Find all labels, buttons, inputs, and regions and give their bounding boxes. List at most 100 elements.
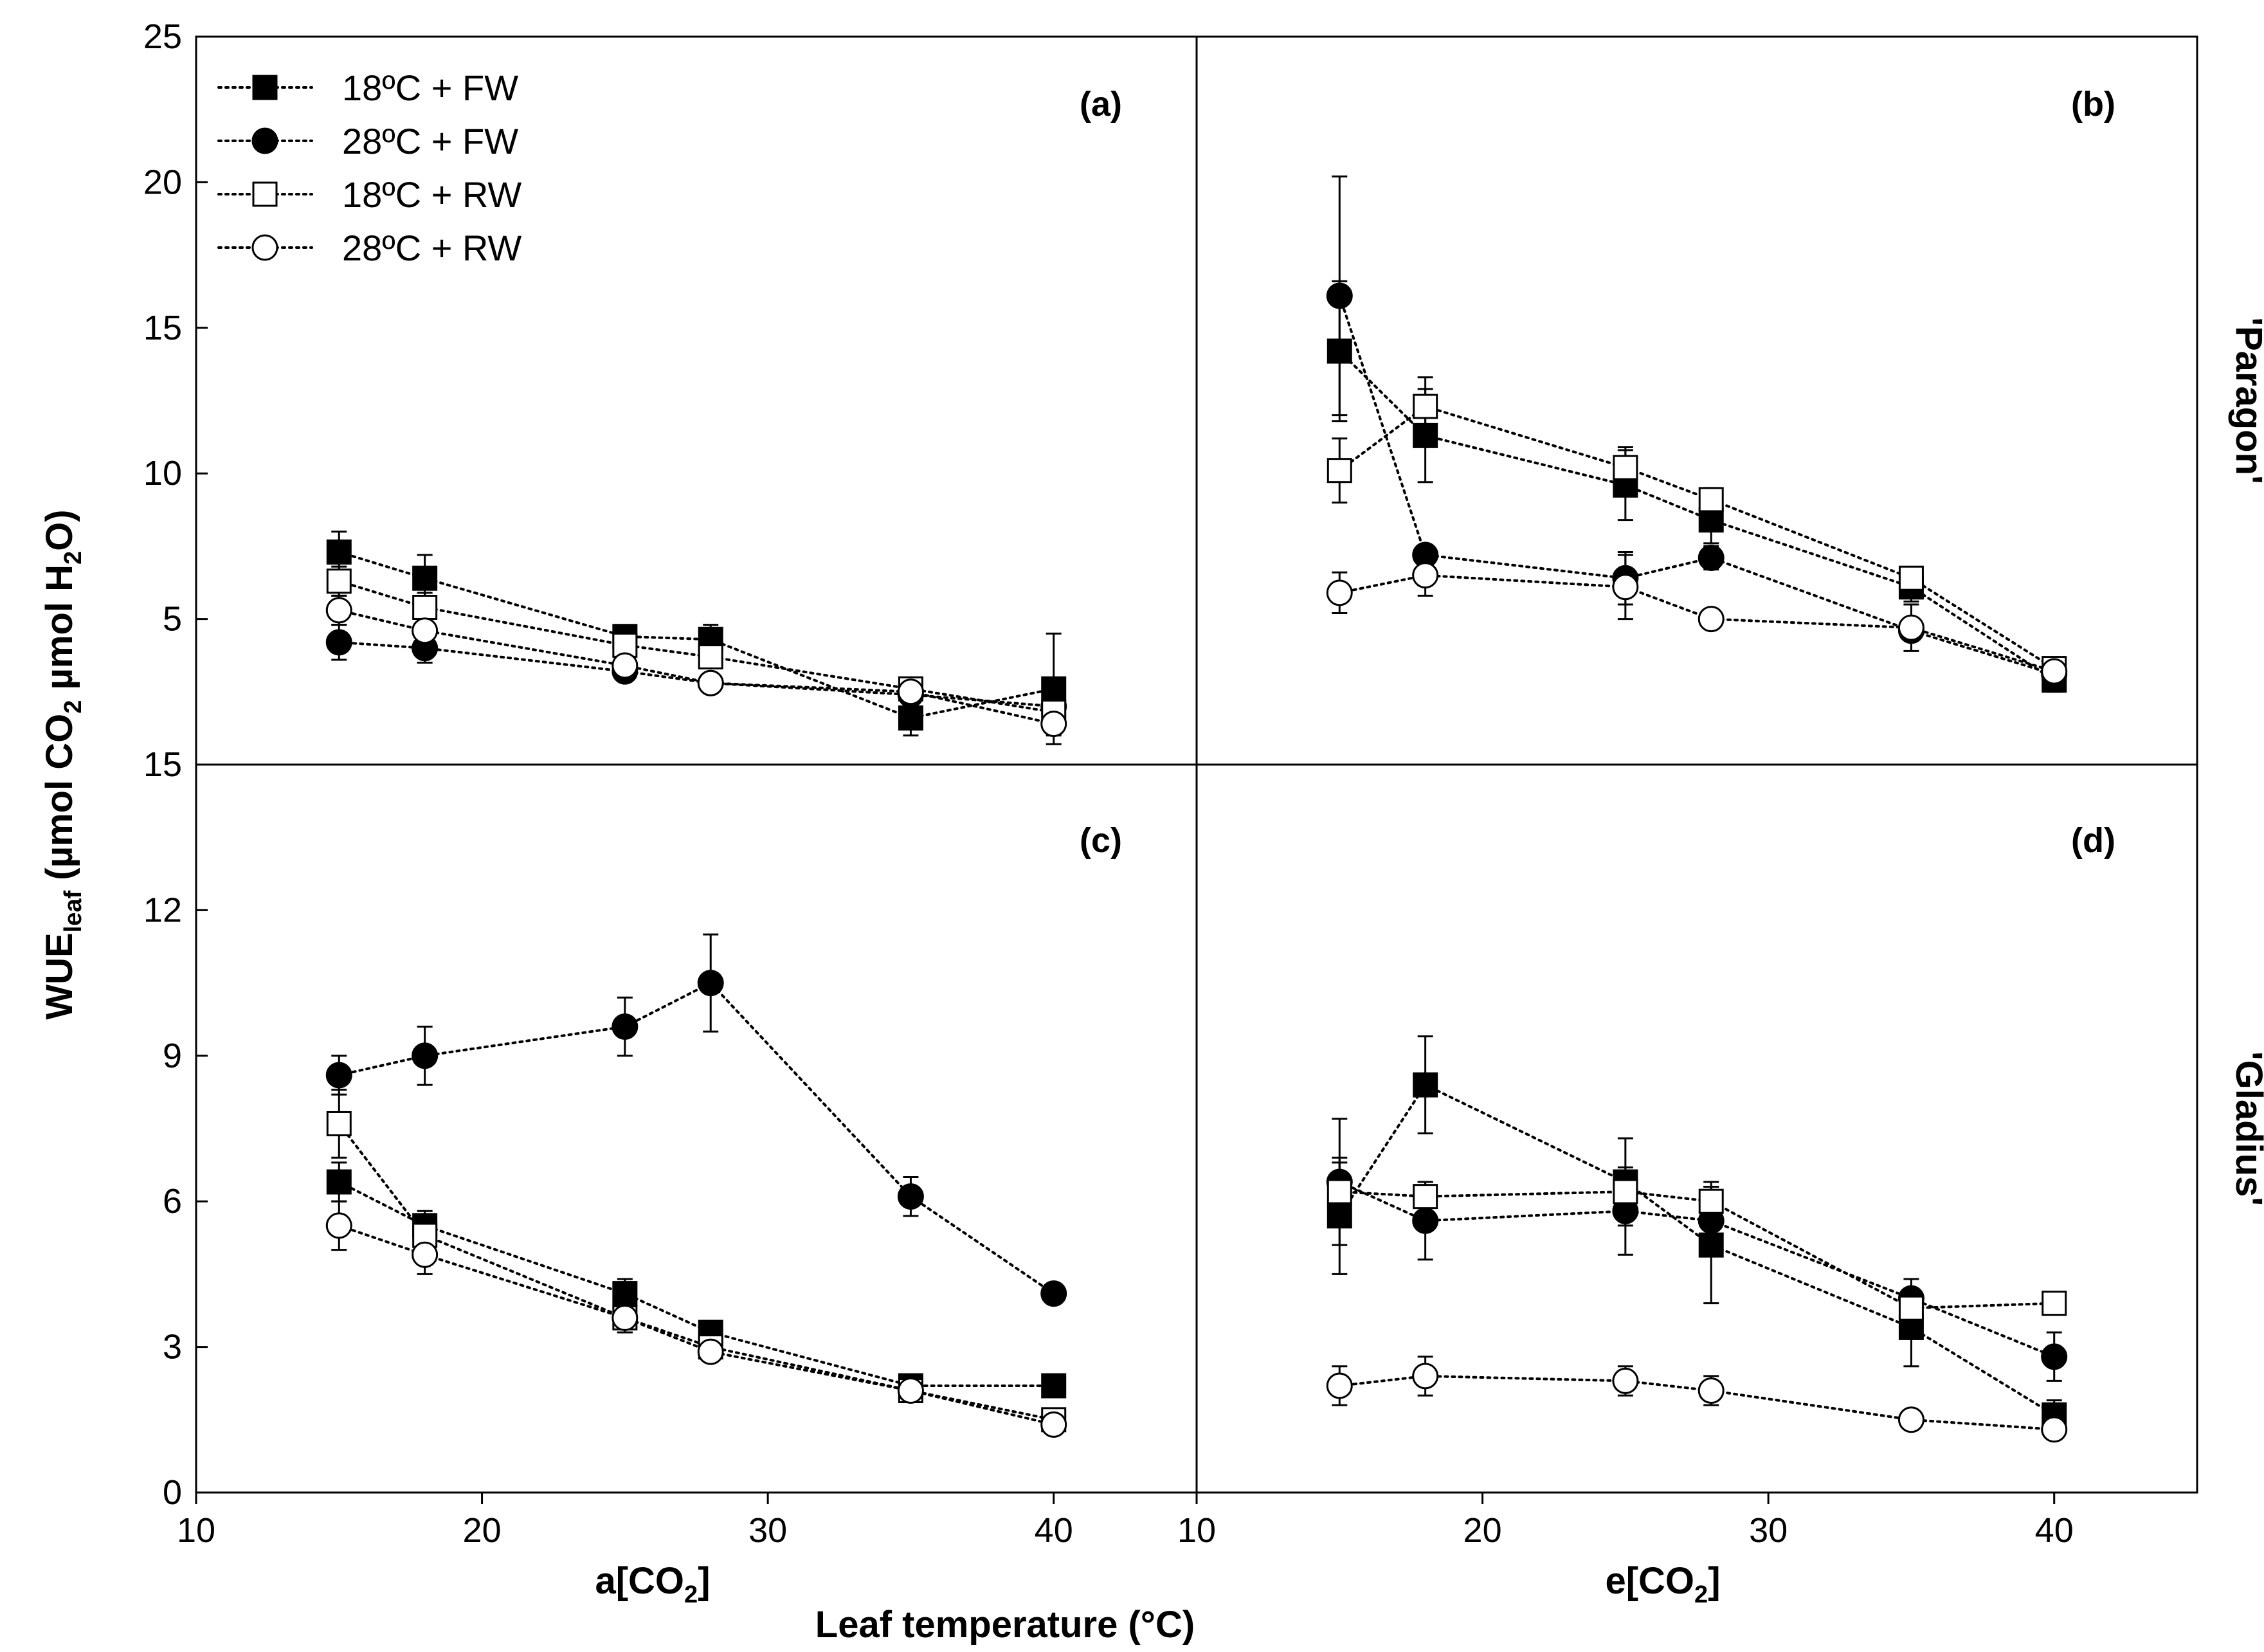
- x-tick-label: 30: [748, 1511, 787, 1550]
- legend-label: 18ºC + RW: [342, 174, 521, 215]
- legend-marker-open-circle: [251, 234, 278, 261]
- y-tick-label-top: 15: [143, 309, 182, 347]
- y-tick-label-bottom: 15: [143, 745, 182, 784]
- x-tick-label: 20: [1463, 1511, 1502, 1550]
- data-point-filled-square: [1327, 338, 1352, 364]
- data-point-filled-circle: [1412, 1207, 1439, 1234]
- y-tick-label-top: 25: [143, 17, 182, 56]
- series-line-open-circle: [338, 609, 1055, 725]
- data-point-open-circle: [325, 597, 352, 624]
- data-point-open-square: [2042, 1291, 2067, 1316]
- panel-b-data: [1326, 175, 2068, 693]
- y-tick-label-bottom: 0: [163, 1473, 182, 1512]
- data-point-filled-square: [1413, 1072, 1438, 1098]
- data-point-open-circle: [2041, 1416, 2068, 1443]
- x-tick-label: 40: [1035, 1511, 1073, 1550]
- data-point-filled-square: [1041, 1373, 1067, 1399]
- data-point-filled-square: [1327, 1203, 1352, 1229]
- data-point-filled-circle: [325, 1062, 352, 1089]
- series-line-filled-square: [338, 550, 1055, 720]
- data-point-open-square: [1327, 458, 1352, 484]
- series-line-filled-circle: [338, 981, 1055, 1295]
- data-point-open-circle: [897, 678, 924, 705]
- plot-area: [325, 175, 2068, 1443]
- data-point-open-square: [1413, 1184, 1438, 1210]
- y-tick-label-top: 10: [143, 454, 182, 493]
- panel-a-data: [325, 531, 1067, 745]
- data-point-open-circle: [1412, 562, 1439, 589]
- data-point-filled-circle: [2041, 1343, 2068, 1370]
- data-point-open-circle: [1897, 1406, 1924, 1433]
- data-point-open-square: [1698, 1188, 1724, 1214]
- data-point-open-circle: [2041, 658, 2068, 685]
- series-line-open-square: [338, 579, 1055, 714]
- data-point-open-square: [1613, 1179, 1638, 1204]
- data-point-filled-circle: [325, 629, 352, 656]
- legend-marker-filled-circle: [251, 127, 278, 154]
- panel-d-frame: [1195, 763, 2198, 1494]
- panel-b-frame: [1195, 35, 2198, 766]
- legend-label: 28ºC + RW: [342, 228, 521, 268]
- data-point-open-circle: [1897, 614, 1924, 641]
- data-point-filled-circle: [412, 1042, 439, 1069]
- data-point-open-square: [1413, 394, 1438, 419]
- legend: 18ºC + FW 28ºC + FW 18ºC + RW 28ºC + RW: [217, 68, 521, 268]
- data-point-open-square: [1898, 565, 1924, 591]
- legend-marker-filled-square: [252, 75, 278, 100]
- data-point-open-circle: [1326, 579, 1353, 606]
- data-point-filled-circle: [1698, 545, 1725, 572]
- series-line-open-square: [1338, 1190, 2056, 1310]
- data-point-open-circle: [611, 1304, 638, 1331]
- data-point-open-circle: [1612, 574, 1639, 601]
- series-line-filled-circle: [338, 640, 1055, 708]
- data-point-filled-circle: [1326, 282, 1353, 309]
- series-line-filled-circle: [1338, 1181, 2056, 1358]
- series-line-open-square: [1338, 404, 2056, 670]
- panel-tag-d: (d): [2071, 821, 2115, 860]
- data-point-open-circle: [611, 652, 638, 679]
- x-group-label-ambient: a[CO2]: [595, 1560, 710, 1608]
- data-point-filled-square: [412, 565, 438, 591]
- data-point-open-square: [698, 644, 723, 669]
- data-point-filled-circle: [697, 970, 724, 997]
- data-point-open-circle: [1698, 606, 1725, 633]
- data-point-open-circle: [1040, 1411, 1067, 1438]
- cultivar-label-paragon: 'Paragon': [2228, 317, 2264, 484]
- data-point-open-circle: [1326, 1372, 1353, 1399]
- x-tick-label: 30: [1749, 1511, 1788, 1550]
- legend-label: 28ºC + FW: [342, 121, 518, 161]
- data-point-filled-circle: [897, 1183, 924, 1210]
- panel-tag-c: (c): [1080, 821, 1122, 860]
- series-line-open-circle: [1338, 574, 2056, 673]
- y-tick-label-bottom: 9: [163, 1037, 182, 1075]
- x-axis-label: Leaf temperature (°C): [815, 1604, 1195, 1646]
- y-tick-label-top: 20: [143, 163, 182, 201]
- axis-ticks: 5 10 15 20 25 0 3 6 9 12 15 10 20 30 40 10 20 30 40: [143, 17, 2074, 1550]
- x-group-label-elevated: e[CO2]: [1605, 1560, 1720, 1608]
- data-point-open-circle: [697, 1338, 724, 1365]
- y-axis-label: WUEleaf (µmol CO2 µmol H2O): [39, 509, 87, 1019]
- legend-label: 18ºC + FW: [342, 68, 518, 108]
- legend-marker-open-square: [252, 181, 278, 207]
- y-tick-label-top: 5: [163, 600, 182, 639]
- data-point-filled-circle: [1040, 1280, 1067, 1307]
- data-point-open-square: [326, 1111, 352, 1136]
- y-tick-label-bottom: 3: [163, 1328, 182, 1366]
- data-point-open-circle: [412, 1241, 439, 1268]
- panel-c-data: [325, 933, 1067, 1438]
- data-point-open-square: [1613, 455, 1638, 480]
- data-point-open-circle: [1412, 1363, 1439, 1390]
- data-point-filled-circle: [611, 1013, 638, 1040]
- data-point-open-square: [326, 568, 352, 594]
- x-tick-label: 10: [1177, 1511, 1216, 1550]
- data-point-open-square: [1698, 487, 1724, 513]
- series-line-filled-square: [1338, 350, 2056, 682]
- data-point-open-circle: [325, 1212, 352, 1239]
- y-tick-label-bottom: 12: [143, 891, 182, 929]
- series-line-open-square: [338, 1122, 1055, 1421]
- data-point-filled-square: [898, 705, 923, 731]
- cultivar-label-gladius: 'Gladius': [2228, 1051, 2264, 1206]
- x-tick-label: 10: [177, 1511, 215, 1550]
- data-point-open-circle: [897, 1377, 924, 1404]
